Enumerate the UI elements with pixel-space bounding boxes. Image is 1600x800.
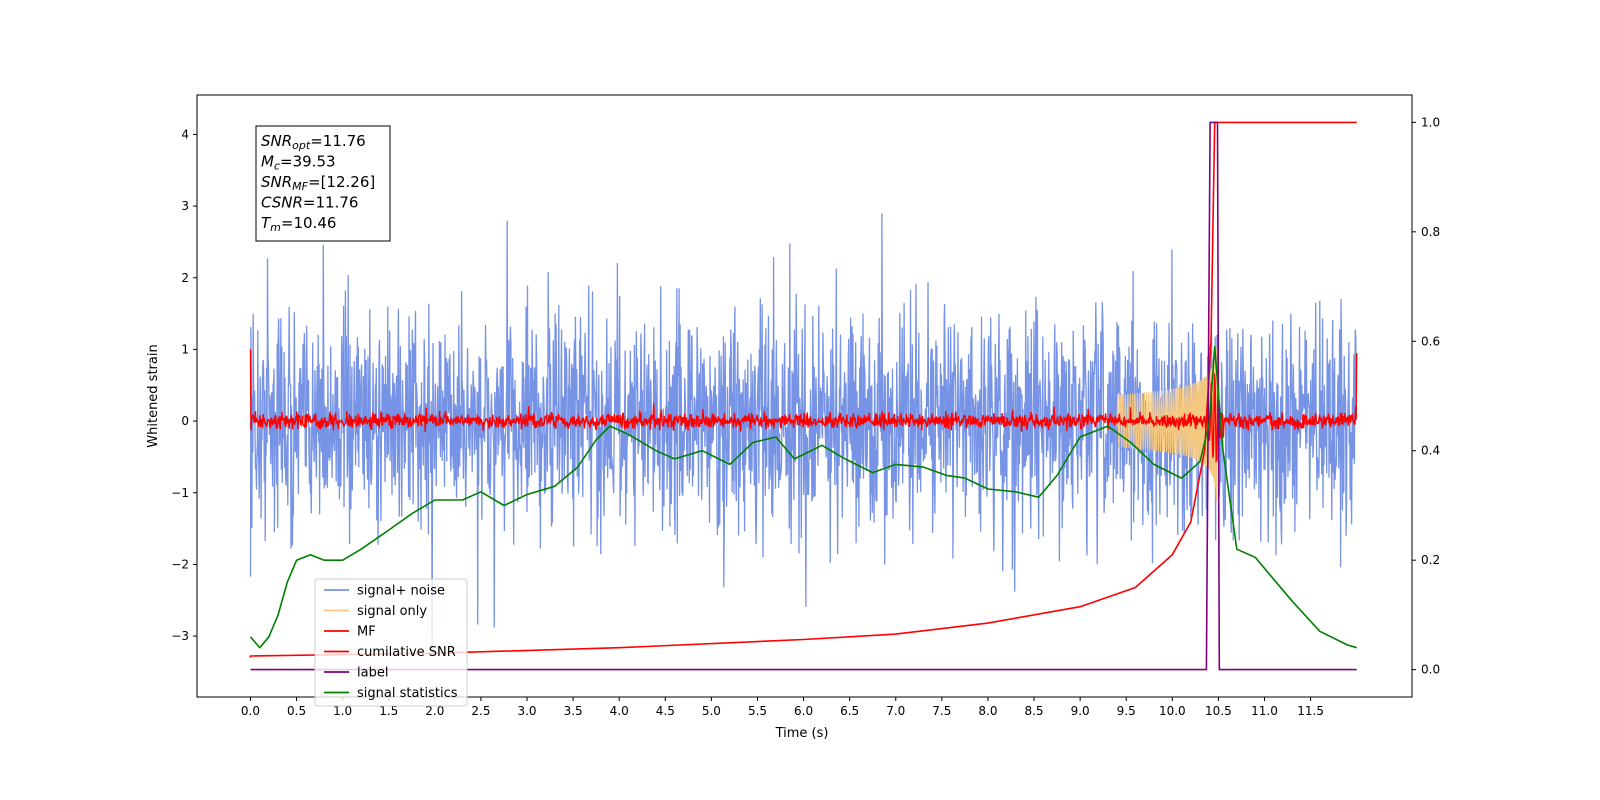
y2-axis-ticks: 0.0 0.2 0.4 0.6 0.8 1.0 xyxy=(1412,115,1440,677)
x-tick-label: 3.0 xyxy=(517,704,536,718)
x-tick-label: 7.5 xyxy=(932,704,951,718)
legend-entry: MF xyxy=(357,625,376,640)
x-axis-ticks: 0.0 0.5 1.0 1.5 2.0 2.5 3.0 3.5 4.0 4.5 5.0 5.5 6.0 6… xyxy=(241,697,1324,718)
annotation-frame xyxy=(255,125,391,242)
x-tick-label: 3.5 xyxy=(564,704,583,718)
x-tick-label: 2.0 xyxy=(425,704,444,718)
legend-entry: signal+ noise xyxy=(357,584,445,599)
legend-entry: label xyxy=(357,666,388,681)
y2-tick-label: 1.0 xyxy=(1421,115,1440,129)
annotation-line: Tm=10.46 xyxy=(261,214,336,234)
y-tick-label: 3 xyxy=(181,199,189,213)
x-tick-label: 11.0 xyxy=(1251,704,1278,718)
axes-frame xyxy=(196,94,1413,698)
x-tick-label: 0.5 xyxy=(287,704,306,718)
x-tick-label: 11.5 xyxy=(1297,704,1324,718)
series-mf xyxy=(249,349,1358,464)
annotation-line: SNRopt=11.76 xyxy=(261,132,366,152)
series-signal-noise xyxy=(249,213,1358,652)
y-axis-ticks: −3 −2 −1 0 1 2 3 4 xyxy=(171,127,197,643)
y-tick-label: −2 xyxy=(171,557,189,571)
annotation-box: SNRopt=11.76Mc=39.53SNRMF=[12.26]CSNR=11… xyxy=(255,125,391,242)
x-tick-label: 4.0 xyxy=(610,704,629,718)
legend: signal+ noise signal only MF cumilative SNR… xyxy=(314,578,468,707)
x-tick-label: 7.0 xyxy=(886,704,905,718)
x-axis-label: Time (s) xyxy=(775,726,829,741)
y2-tick-label: 0.0 xyxy=(1421,663,1440,677)
y-tick-label: −3 xyxy=(171,629,189,643)
annotation-line: Mc=39.53 xyxy=(261,153,336,173)
y2-tick-label: 0.2 xyxy=(1421,553,1440,567)
legend-entry: signal statistics xyxy=(357,686,458,701)
y2-tick-label: 0.8 xyxy=(1421,225,1440,239)
x-tick-label: 5.0 xyxy=(702,704,721,718)
x-tick-label: 9.5 xyxy=(1117,704,1136,718)
y2-tick-label: 0.4 xyxy=(1421,444,1440,458)
x-tick-label: 1.5 xyxy=(379,704,398,718)
x-tick-label: 2.5 xyxy=(471,704,490,718)
legend-entry: cumilative SNR xyxy=(357,645,456,660)
x-tick-label: 8.5 xyxy=(1024,704,1043,718)
series-layer xyxy=(249,121,1358,671)
y-tick-label: 0 xyxy=(181,414,189,428)
x-tick-label: 9.0 xyxy=(1071,704,1090,718)
annotation-line: SNRMF=[12.26] xyxy=(261,173,375,193)
x-tick-label: 1.0 xyxy=(333,704,352,718)
legend-entry: signal only xyxy=(357,604,427,619)
y-tick-label: 4 xyxy=(181,127,189,141)
x-tick-label: 4.5 xyxy=(656,704,675,718)
y2-tick-label: 0.6 xyxy=(1421,334,1440,348)
annotation-line: CSNR=11.76 xyxy=(261,194,358,212)
x-tick-label: 0.0 xyxy=(241,704,260,718)
y-tick-label: 1 xyxy=(181,342,189,356)
x-tick-label: 6.0 xyxy=(794,704,813,718)
x-tick-label: 5.5 xyxy=(748,704,767,718)
x-tick-label: 10.0 xyxy=(1159,704,1186,718)
y-tick-label: 2 xyxy=(181,271,189,285)
y-axis-label: Whitened strain xyxy=(146,344,161,447)
y-tick-label: −1 xyxy=(171,486,189,500)
x-tick-label: 6.5 xyxy=(840,704,859,718)
x-tick-label: 8.0 xyxy=(978,704,997,718)
x-tick-label: 10.5 xyxy=(1205,704,1232,718)
legend-frame xyxy=(314,578,468,707)
series-signal-statistics xyxy=(249,345,1357,649)
series-label xyxy=(250,121,1357,671)
